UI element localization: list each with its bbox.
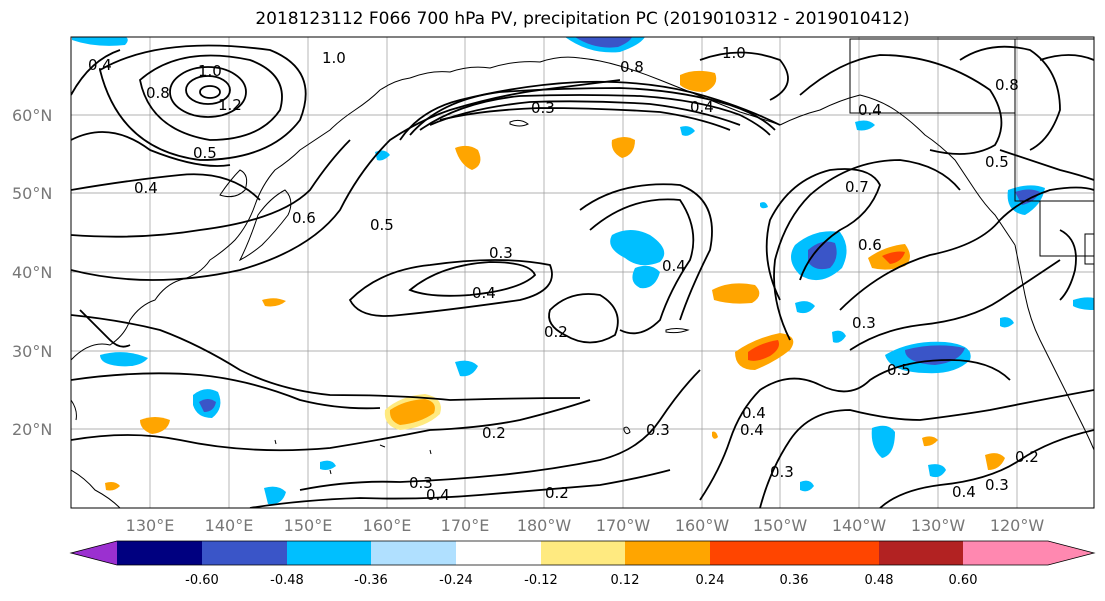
colorbar-cell — [710, 541, 794, 565]
contour-label: 0.3 — [409, 474, 433, 492]
contour-label: 0.8 — [620, 58, 644, 76]
contour-label: 0.5 — [887, 361, 911, 379]
colorbar-arrow-left — [71, 541, 117, 565]
contour-label: 0.4 — [472, 284, 496, 302]
lon-label: 130°E — [126, 516, 175, 535]
contour-label: 0.2 — [545, 484, 569, 502]
lon-label: 140°E — [205, 516, 254, 535]
contour-label: 1.0 — [722, 44, 746, 62]
contour-label: 0.4 — [662, 257, 686, 275]
contour-label: 0.3 — [770, 463, 794, 481]
map-frame — [70, 36, 1095, 509]
colorbar-cell — [371, 541, 456, 565]
contour-label: 0.2 — [482, 424, 506, 442]
colorbar-cell — [541, 541, 625, 565]
lat-label: 20°N — [12, 420, 52, 439]
colorbar: -0.60 -0.48 -0.36 -0.24 -0.12 0.12 0.24 … — [69, 540, 1096, 588]
region-boxes — [849, 38, 1094, 265]
colorbar-tick: 0.60 — [949, 573, 978, 588]
contour-label-group: 1.0 1.0 1.0 1.2 0.8 0.4 0.4 0.5 0.6 0.5 … — [88, 44, 1039, 504]
colorbar-tick: -0.24 — [439, 573, 473, 588]
contour-label: 0.5 — [985, 153, 1009, 171]
contour-label: 0.4 — [690, 98, 714, 116]
lon-label: 140°W — [832, 516, 887, 535]
lon-label: 160°E — [363, 516, 412, 535]
contour-label: 0.3 — [852, 314, 876, 332]
lat-label: 60°N — [12, 106, 52, 125]
colorbar-tick: 0.48 — [865, 573, 894, 588]
contour-label: 0.4 — [858, 101, 882, 119]
lon-label: 150°W — [753, 516, 808, 535]
coastlines — [71, 56, 1094, 508]
lon-label: 170°W — [596, 516, 651, 535]
contour-label: 0.5 — [193, 144, 217, 162]
lon-label: 150°E — [284, 516, 333, 535]
latitude-labels: 60°N 50°N 40°N 30°N 20°N — [12, 106, 52, 439]
map-area — [71, 37, 1094, 508]
contour-label: 0.3 — [985, 476, 1009, 494]
contour-label: 0.7 — [845, 178, 869, 196]
colorbar-cell — [879, 541, 963, 565]
colorbar-cell — [625, 541, 710, 565]
contour-label: 0.4 — [740, 421, 764, 439]
colorbar-arrow-right — [1048, 541, 1094, 565]
contour-label: 0.4 — [134, 179, 158, 197]
contour-label: 0.2 — [1015, 448, 1039, 466]
colorbar-cell — [456, 541, 541, 565]
colorbar-tick: 0.12 — [611, 573, 640, 588]
lon-label: 120°W — [990, 516, 1045, 535]
contour-label: 0.4 — [952, 483, 976, 501]
contour-label: 1.0 — [198, 62, 222, 80]
lat-label: 40°N — [12, 263, 52, 282]
map-title: 2018123112 F066 700 hPa PV, precipitatio… — [255, 9, 910, 29]
contour-label: 0.2 — [544, 323, 568, 341]
contour-label: 0.3 — [646, 421, 670, 439]
colorbar-outline — [69, 540, 1096, 566]
contour-label: 0.6 — [858, 236, 882, 254]
colorbar-cells — [117, 541, 1048, 565]
contour-label: 0.8 — [146, 84, 170, 102]
lat-label: 30°N — [12, 342, 52, 361]
colorbar-cell — [117, 541, 202, 565]
lon-label: 180°W — [517, 516, 572, 535]
contour-label: 0.8 — [995, 76, 1019, 94]
lon-label: 160°W — [675, 516, 730, 535]
contour-label: 0.4 — [88, 56, 112, 74]
longitude-labels: 130°E 140°E 150°E 160°E 170°E 180°W 170°… — [126, 516, 1045, 535]
colorbar-tick-labels: -0.60 -0.48 -0.36 -0.24 -0.12 0.12 0.24 … — [185, 573, 977, 588]
colorbar-tick: -0.12 — [524, 573, 558, 588]
colorbar-tick: -0.48 — [270, 573, 304, 588]
lat-label: 50°N — [12, 184, 52, 203]
pv-contours — [71, 44, 1094, 508]
precip-orange-patches — [105, 70, 1005, 491]
lon-label: 170°E — [441, 516, 490, 535]
colorbar-tick: 0.36 — [780, 573, 809, 588]
colorbar-tick: -0.60 — [185, 573, 219, 588]
lon-label: 130°W — [911, 516, 966, 535]
colorbar-cell — [794, 541, 879, 565]
contour-label: 1.2 — [218, 96, 242, 114]
contour-label: 0.5 — [370, 216, 394, 234]
colorbar-cell — [287, 541, 371, 565]
contour-label: 1.0 — [322, 49, 346, 67]
colorbar-tick: 0.24 — [696, 573, 725, 588]
colorbar-tick: -0.36 — [354, 573, 388, 588]
contour-label: 0.4 — [742, 404, 766, 422]
colorbar-cell — [963, 541, 1048, 565]
contour-label: 0.3 — [489, 244, 513, 262]
contour-label: 0.3 — [531, 99, 555, 117]
contour-label: 0.6 — [292, 209, 316, 227]
contour-label: 0.4 — [426, 486, 450, 504]
colorbar-cell — [202, 541, 287, 565]
